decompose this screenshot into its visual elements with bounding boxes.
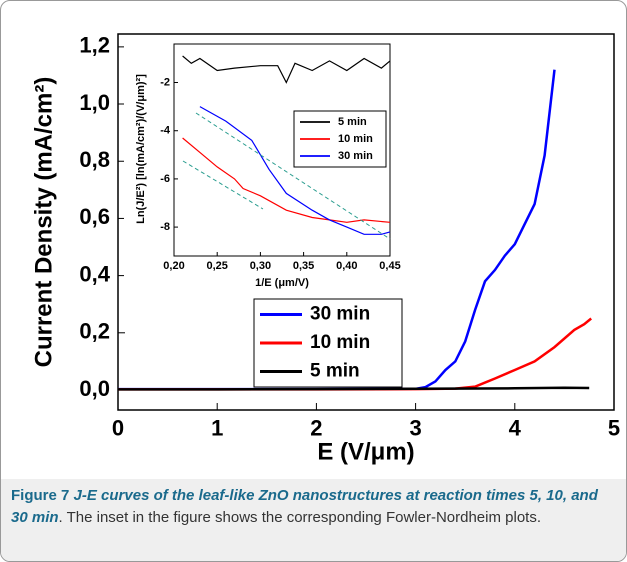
x-tick-label: 0,40 — [336, 260, 357, 272]
legend-box — [293, 110, 387, 168]
x-tick-label: 0,30 — [250, 260, 271, 272]
caption-title: J-E curves of the leaf-like ZnO nanostru… — [11, 487, 598, 526]
legend-label: 10 min — [338, 133, 373, 145]
y-tick-label: 1,2 — [79, 33, 110, 58]
plot-frame — [173, 43, 391, 257]
y-axis-title: Ln(J/E²) [ln(mA/cm²)/(V/μm)²] — [135, 74, 147, 224]
legend-label: 30 min — [310, 304, 370, 325]
chart: 0 1 2 3 4 5 0,0 0,2 0,4 0,6 0,8 1,0 1,2 E (V/μm) Curre… — [30, 33, 620, 466]
legend-label: 5 min — [338, 116, 367, 128]
y-axis-title: Current Density (mA/cm²) — [30, 77, 57, 368]
y-tick-label: -6 — [160, 173, 170, 185]
series-line — [199, 106, 391, 235]
x-axis-title: E (V/μm) — [317, 438, 414, 465]
legend-label: 10 min — [310, 332, 370, 353]
x-tick-label: 3 — [409, 416, 421, 441]
x-tick-label: 0,20 — [163, 260, 184, 272]
series-line — [118, 386, 590, 391]
x-tick-label: 0,45 — [379, 260, 400, 272]
y-tick-label: -8 — [160, 221, 170, 233]
series-line — [182, 55, 391, 84]
y-tick-label: 0,8 — [79, 147, 110, 172]
caption-text: . The inset in the figure shows the corr… — [58, 509, 541, 526]
x-tick-label: 0,25 — [206, 260, 227, 272]
y-tick-label: -4 — [160, 125, 171, 137]
x-axis-title: 1/E (μm/V) — [255, 277, 309, 289]
fit-line — [182, 160, 264, 210]
caption-label: Figure 7 — [11, 487, 70, 504]
series-line — [182, 137, 391, 223]
x-tick-label: 4 — [509, 416, 522, 441]
y-tick-label: 1,0 — [79, 90, 110, 115]
y-tick-label: 0,4 — [79, 261, 110, 286]
y-tick-label: 0,6 — [79, 204, 110, 229]
x-tick-label: 5 — [608, 416, 620, 441]
legend-label: 5 min — [310, 361, 360, 382]
x-tick-label: 2 — [310, 416, 322, 441]
x-tick-label: 0 — [112, 416, 124, 441]
fit-line — [195, 112, 391, 240]
y-tick-label: -2 — [160, 76, 170, 88]
x-tick-label: 1 — [211, 416, 223, 441]
y-tick-label: 0,0 — [79, 376, 110, 401]
x-tick-label: 0,35 — [293, 260, 314, 272]
caption: Figure 7 J-E curves of the leaf-like ZnO… — [1, 479, 626, 561]
legend-label: 30 min — [338, 150, 373, 162]
plot-frame — [117, 33, 615, 411]
y-tick-label: 0,2 — [79, 319, 110, 344]
